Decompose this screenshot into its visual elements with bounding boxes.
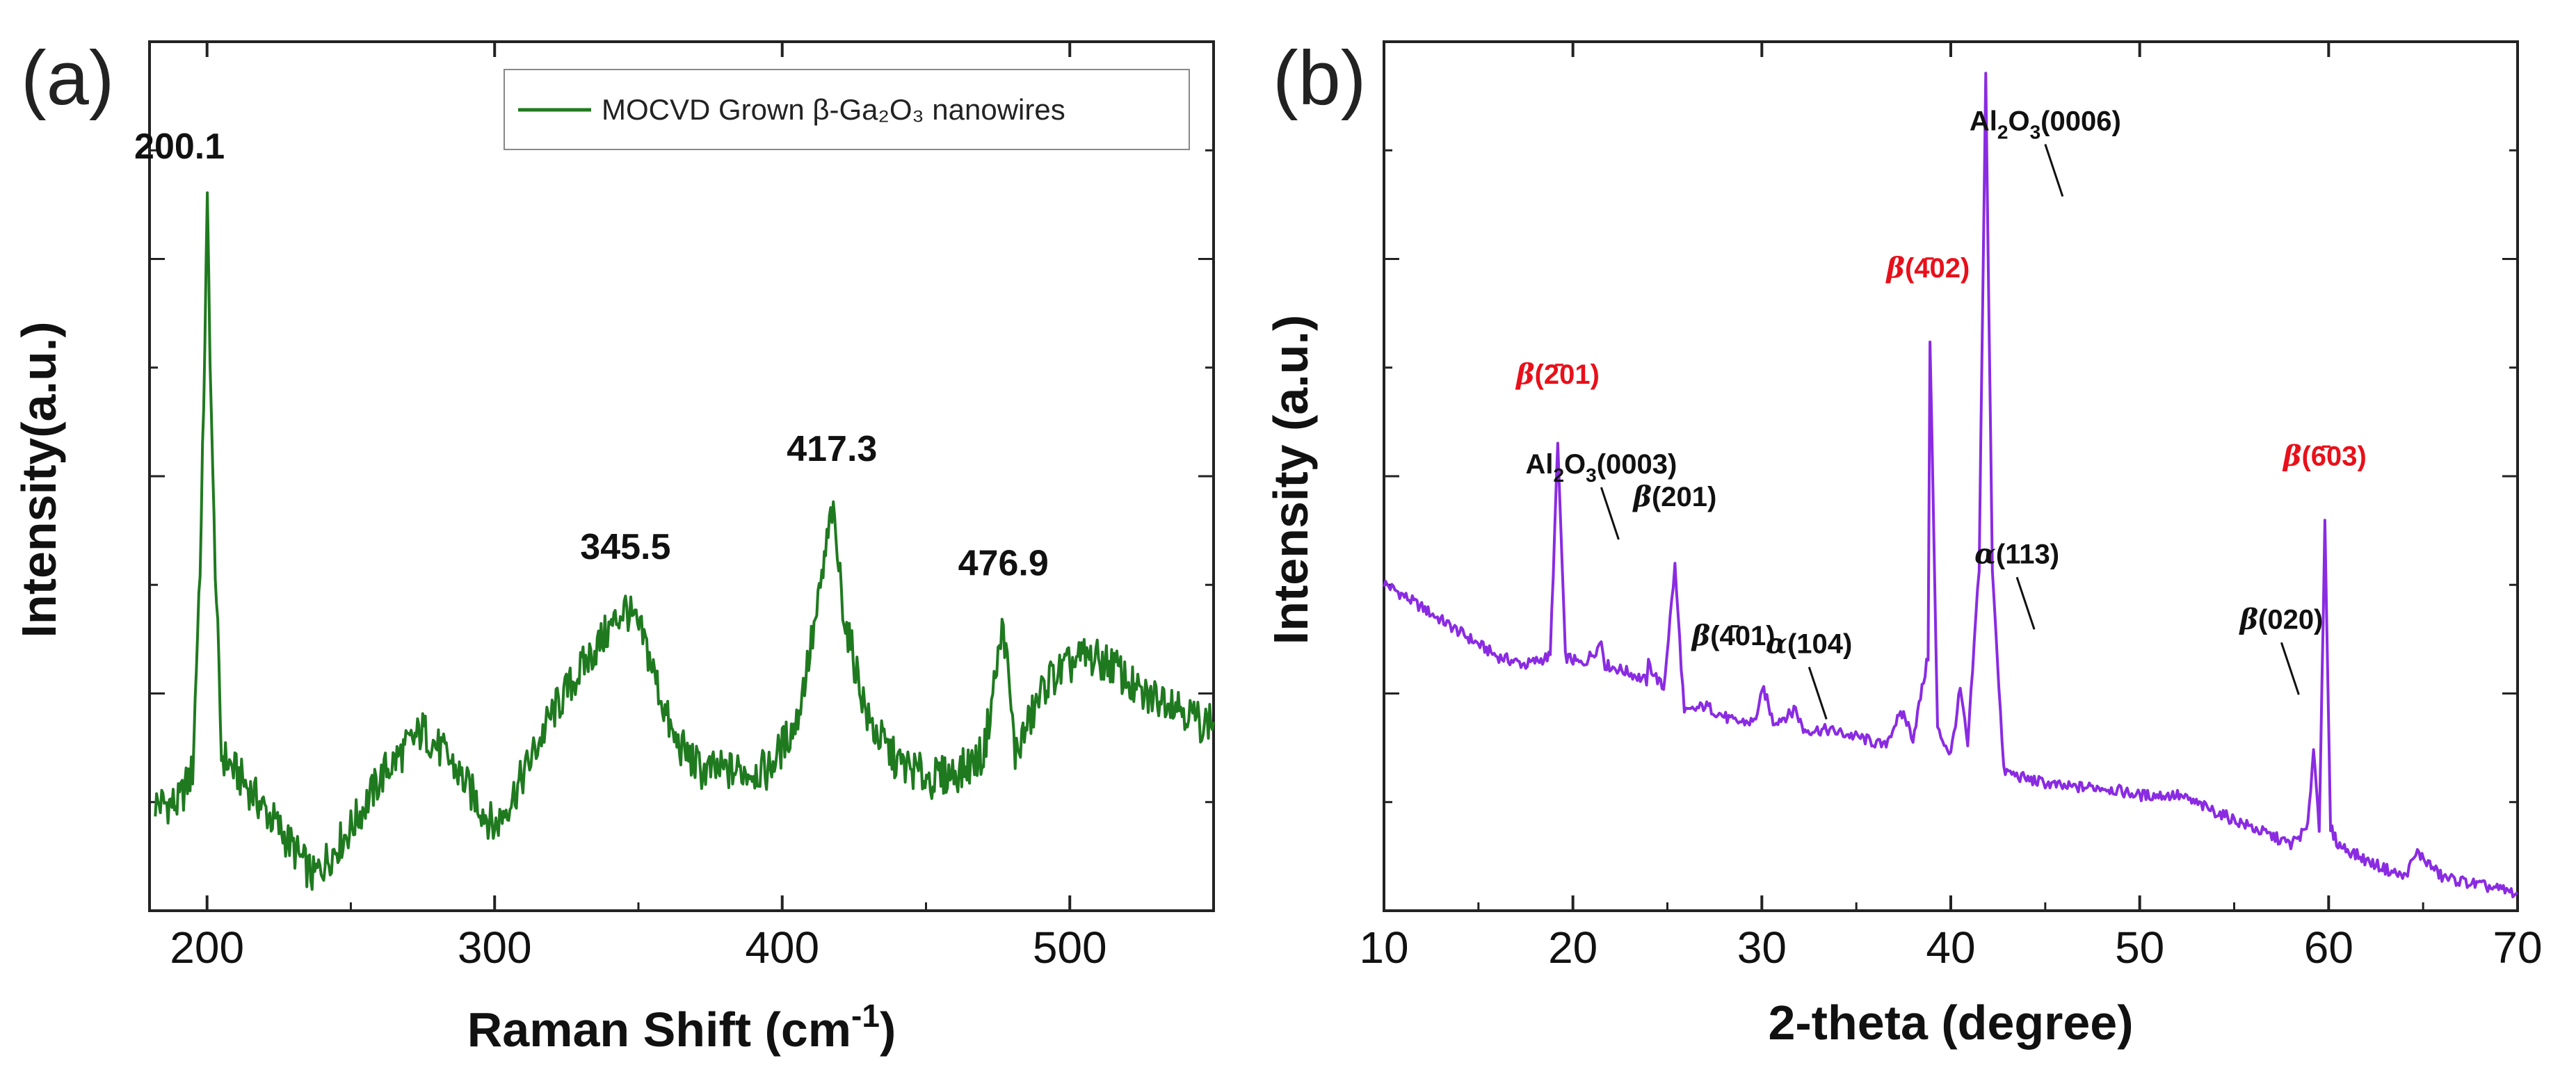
panel-a-raman-line [154, 191, 1215, 891]
panel-a-label: (a) [21, 35, 114, 121]
annotation-arrow [1808, 667, 1828, 720]
x-tick-label: 500 [1033, 923, 1107, 973]
x-tick-label: 200 [170, 923, 244, 973]
x-tick-label: 20 [1548, 923, 1597, 973]
panel-b-label: (b) [1273, 35, 1366, 121]
peak-label: 417.3 [787, 429, 877, 469]
xrd-peak-annotation: β(201) [1632, 480, 1716, 513]
legend-box [504, 69, 1190, 150]
x-tick-label: 10 [1359, 923, 1408, 973]
panel-b-tick-labels: 10 20 30 40 50 60 70 [1359, 923, 2542, 973]
panel-b-x-axis-title: 2-theta (degree) [1768, 996, 2133, 1050]
peak-label: 476.9 [958, 543, 1049, 583]
xrd-peak-annotation: Al2O3(0006) [1970, 106, 2121, 143]
panel-a-x-axis-title: Raman Shift (cm-1) [467, 998, 896, 1057]
xrd-peak-annotation: β(4̄01) [1691, 619, 1776, 652]
xrd-peak-annotation: β(020) [2238, 603, 2323, 635]
annotation-arrow [2044, 144, 2064, 197]
x-tick-label: 400 [745, 923, 819, 973]
panel-a-y-axis-title: Intensity(a.u.) [12, 321, 66, 638]
x-tick-label: 60 [2304, 923, 2353, 973]
xrd-peak-annotation: β(2̄01) [1515, 358, 1600, 391]
x-tick-label: 70 [2493, 923, 2542, 973]
panel-a-raman: (a) 200 300 400 500 200.1 345.5 417.3 476.9 MO… [12, 35, 1215, 1057]
annotation-arrow [2015, 576, 2036, 630]
xrd-peak-annotation: α(113) [1974, 537, 2059, 570]
x-tick-label: 30 [1737, 923, 1787, 973]
panel-b-xrd-line [1383, 72, 2518, 899]
annotation-arrow [1600, 487, 1620, 540]
panel-b-annotations: β(2̄01) Al2O3(0003)β(201) β(4̄01)α(104) β(4… [1515, 106, 2367, 720]
peak-label: 345.5 [580, 527, 670, 567]
x-tick-label: 300 [458, 923, 532, 973]
annotation-arrow [2280, 642, 2300, 695]
xrd-peak-annotation: β(4̄02) [1885, 252, 1970, 284]
panel-a-tick-labels: 200 300 400 500 [170, 923, 1106, 973]
panel-a-ticks [150, 42, 1214, 911]
x-tick-label: 50 [2115, 923, 2164, 973]
peak-label: 200.1 [134, 127, 225, 167]
panel-b-xrd: (b) 10 20 30 40 50 60 70 β(2̄01) Al2O3(0003)β(2… [1264, 35, 2543, 1050]
panel-a-peak-labels: 200.1 345.5 417.3 476.9 [134, 127, 1049, 583]
x-tick-label: 40 [1926, 923, 1975, 973]
panel-a-plot-frame [148, 40, 1215, 912]
panel-b-y-axis-title: Intensity (a.u.) [1264, 315, 1318, 644]
panel-a-legend: MOCVD Grown β-Ga₂O₃ nanowires [504, 69, 1190, 150]
xrd-peak-annotation: α(104) [1766, 628, 1852, 660]
xrd-peak-annotation: β(6̄03) [2282, 439, 2367, 472]
legend-entry: MOCVD Grown β-Ga₂O₃ nanowires [602, 93, 1065, 126]
xrd-peak-annotation: Al2O3(0003) [1525, 449, 1677, 486]
